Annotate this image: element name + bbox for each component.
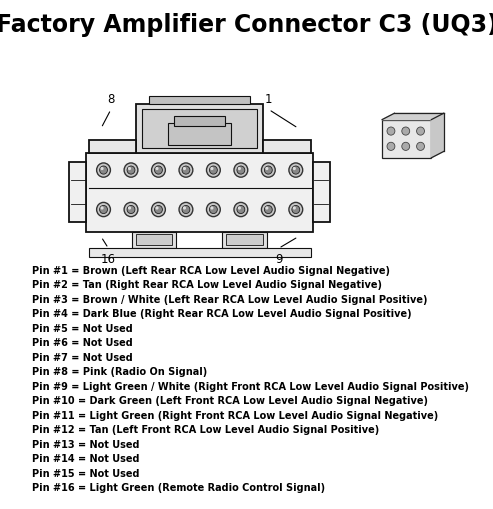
Circle shape <box>155 206 159 210</box>
Circle shape <box>417 143 424 151</box>
Circle shape <box>207 163 220 177</box>
Text: Pin #10 = Dark Green (Left Front RCA Low Level Audio Signal Negative): Pin #10 = Dark Green (Left Front RCA Low… <box>32 397 428 406</box>
Circle shape <box>238 206 241 210</box>
Circle shape <box>234 163 248 177</box>
Text: 16: 16 <box>101 253 116 266</box>
Text: Pin #6 = Not Used: Pin #6 = Not Used <box>32 338 133 348</box>
Circle shape <box>124 203 138 217</box>
Bar <box>132 232 176 248</box>
Bar <box>89 140 136 153</box>
Circle shape <box>154 206 162 214</box>
Circle shape <box>261 163 275 177</box>
Text: 1: 1 <box>265 93 273 106</box>
Circle shape <box>127 206 135 214</box>
Bar <box>313 162 330 222</box>
Circle shape <box>128 206 131 210</box>
Circle shape <box>100 206 107 214</box>
Circle shape <box>179 163 193 177</box>
Bar <box>149 96 250 104</box>
Circle shape <box>237 166 245 174</box>
Circle shape <box>97 163 110 177</box>
Circle shape <box>211 206 213 210</box>
Circle shape <box>100 166 107 174</box>
Text: Pin #12 = Tan (Left Front RCA Low Level Audio Signal Positive): Pin #12 = Tan (Left Front RCA Low Level … <box>32 426 379 435</box>
Text: Pin #1 = Brown (Left Rear RCA Low Level Audio Signal Negative): Pin #1 = Brown (Left Rear RCA Low Level … <box>32 266 390 276</box>
Bar <box>222 232 267 248</box>
Circle shape <box>292 166 300 174</box>
Circle shape <box>293 206 296 210</box>
Bar <box>89 248 311 257</box>
Circle shape <box>101 206 104 210</box>
Circle shape <box>264 206 272 214</box>
Text: 9: 9 <box>275 253 282 266</box>
Text: Pin #13 = Not Used: Pin #13 = Not Used <box>32 440 140 450</box>
Circle shape <box>155 167 159 170</box>
Circle shape <box>238 167 241 170</box>
Text: 8: 8 <box>107 93 114 106</box>
Circle shape <box>402 143 410 151</box>
Circle shape <box>387 127 395 135</box>
Bar <box>69 162 86 222</box>
Circle shape <box>265 167 268 170</box>
Circle shape <box>183 167 186 170</box>
Bar <box>136 234 172 245</box>
Circle shape <box>101 167 104 170</box>
Circle shape <box>210 166 217 174</box>
Text: Pin #3 = Brown / White (Left Rear RCA Low Level Audio Signal Positive): Pin #3 = Brown / White (Left Rear RCA Lo… <box>32 295 427 305</box>
Polygon shape <box>431 114 444 158</box>
Circle shape <box>387 143 395 151</box>
Circle shape <box>128 167 131 170</box>
Circle shape <box>237 206 245 214</box>
Circle shape <box>211 167 213 170</box>
Circle shape <box>210 206 217 214</box>
Circle shape <box>265 206 268 210</box>
Text: Pin #9 = Light Green / White (Right Front RCA Low Level Audio Signal Positive): Pin #9 = Light Green / White (Right Fron… <box>32 382 469 392</box>
Circle shape <box>124 163 138 177</box>
Bar <box>174 116 225 126</box>
Bar <box>226 234 263 245</box>
Bar <box>168 123 231 145</box>
Bar <box>142 109 257 148</box>
Circle shape <box>179 203 193 217</box>
Circle shape <box>234 203 248 217</box>
Circle shape <box>97 203 110 217</box>
Circle shape <box>127 166 135 174</box>
Circle shape <box>293 167 296 170</box>
Text: Pin #4 = Dark Blue (Right Rear RCA Low Level Audio Signal Positive): Pin #4 = Dark Blue (Right Rear RCA Low L… <box>32 309 412 319</box>
Bar <box>382 120 431 158</box>
Text: Pin #11 = Light Green (Right Front RCA Low Level Audio Signal Negative): Pin #11 = Light Green (Right Front RCA L… <box>32 411 438 421</box>
Circle shape <box>261 203 275 217</box>
Text: Pin #2 = Tan (Right Rear RCA Low Level Audio Signal Negative): Pin #2 = Tan (Right Rear RCA Low Level A… <box>32 280 382 290</box>
Circle shape <box>154 166 162 174</box>
Circle shape <box>183 206 186 210</box>
Circle shape <box>182 206 190 214</box>
Bar <box>86 153 313 232</box>
Circle shape <box>402 127 410 135</box>
Polygon shape <box>382 114 444 120</box>
Text: Pin #15 = Not Used: Pin #15 = Not Used <box>32 469 140 479</box>
Circle shape <box>289 203 303 217</box>
Circle shape <box>264 166 272 174</box>
Bar <box>136 104 263 153</box>
Text: Pin #5 = Not Used: Pin #5 = Not Used <box>32 324 133 334</box>
Bar <box>263 140 311 153</box>
Circle shape <box>207 203 220 217</box>
Circle shape <box>289 163 303 177</box>
Text: Pin #16 = Light Green (Remote Radio Control Signal): Pin #16 = Light Green (Remote Radio Cont… <box>32 484 325 493</box>
Text: Pin #14 = Not Used: Pin #14 = Not Used <box>32 455 140 464</box>
Text: Pin #8 = Pink (Radio On Signal): Pin #8 = Pink (Radio On Signal) <box>32 367 207 377</box>
Circle shape <box>417 127 424 135</box>
Text: Pin #7 = Not Used: Pin #7 = Not Used <box>32 353 133 363</box>
Circle shape <box>151 163 165 177</box>
Circle shape <box>292 206 300 214</box>
Text: Factory Amplifier Connector C3 (UQ3): Factory Amplifier Connector C3 (UQ3) <box>0 13 493 37</box>
Circle shape <box>151 203 165 217</box>
Circle shape <box>182 166 190 174</box>
